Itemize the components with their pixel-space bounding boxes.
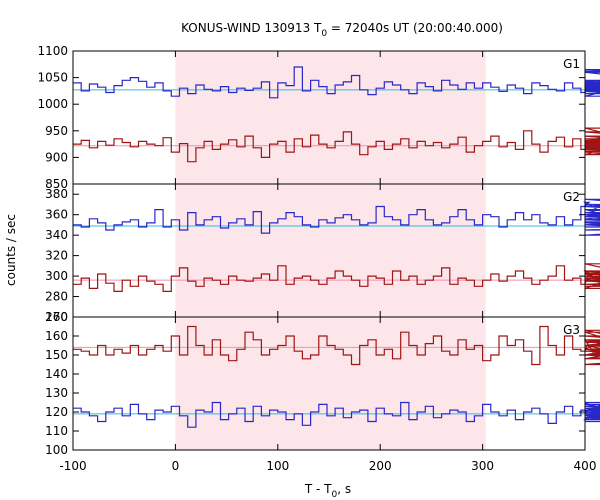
g1-y-tick-label: 1050 [37, 71, 68, 85]
x-tick-label: 200 [369, 459, 392, 473]
g3-panel-label: G3 [563, 323, 580, 337]
g3-y-tick-label: 150 [45, 348, 68, 362]
g1-y-tick-label: 850 [45, 177, 68, 191]
x-tick-label: 400 [574, 459, 597, 473]
g3-y-tick-label: 100 [45, 443, 68, 457]
g2-y-tick-label: 360 [45, 208, 68, 222]
g1-blue-series [73, 66, 600, 99]
g3-y-tick-label: 170 [45, 310, 68, 324]
g2-red-series [73, 263, 600, 292]
x-axis-label-rest: , s [337, 482, 351, 496]
x-tick-label: 300 [471, 459, 494, 473]
g3-y-tick-label: 140 [45, 367, 68, 381]
g2-y-tick-label: 260 [45, 310, 68, 324]
y-axis-label: counts / sec [4, 214, 18, 286]
g2-shaded-interval [175, 184, 486, 317]
g2-panel-label: G2 [563, 190, 580, 204]
chart-title: KONUS-WIND 130913 T0 = 72040s UT (20:00:… [181, 21, 503, 39]
x-tick-label: 0 [172, 459, 180, 473]
g1-panel-label: G1 [563, 57, 580, 71]
g3-blue-series [73, 401, 600, 428]
x-axis-label-main: T - T [304, 482, 332, 496]
x-axis-label-subscript: 0 [332, 490, 338, 500]
g2-y-tick-label: 320 [45, 249, 68, 263]
frame-layer [72, 50, 586, 451]
x-tick-label: -100 [59, 459, 86, 473]
g3-panel-frame [72, 316, 586, 451]
g2-y-tick-label: 280 [45, 290, 68, 304]
series-layer [73, 66, 600, 428]
g1-y-tick-label: 1000 [37, 97, 68, 111]
g2-y-tick-label: 300 [45, 269, 68, 283]
g1-y-tick-label: 950 [45, 124, 68, 138]
chart-title-subscript: 0 [321, 29, 327, 39]
g1-y-tick-label: 900 [45, 150, 68, 164]
tick-layer [72, 50, 586, 451]
g3-y-tick-label: 160 [45, 329, 68, 343]
g3-y-tick-label: 120 [45, 405, 68, 419]
g3-y-tick-label: 110 [45, 424, 68, 438]
x-tick-label: 100 [266, 459, 289, 473]
g1-red-series [73, 127, 600, 163]
g1-y-tick-label: 1100 [37, 44, 68, 58]
g3-y-tick-label: 130 [45, 386, 68, 400]
shaded-interval-layer [175, 51, 486, 450]
x-axis-label: T - T0, s [304, 482, 351, 500]
g1-shaded-interval [175, 51, 486, 184]
g3-shaded-interval [175, 317, 486, 450]
tick-label-layer: 850900950100010501100G126028030032034036… [37, 44, 596, 473]
g2-blue-series [73, 198, 600, 236]
chart-title-rest: = 72040s UT (20:00:40.000) [327, 21, 503, 35]
g2-y-tick-label: 380 [45, 187, 68, 201]
g2-y-tick-label: 340 [45, 228, 68, 242]
g3-red-series [73, 325, 600, 366]
chart-title-main: KONUS-WIND 130913 T [181, 21, 322, 35]
